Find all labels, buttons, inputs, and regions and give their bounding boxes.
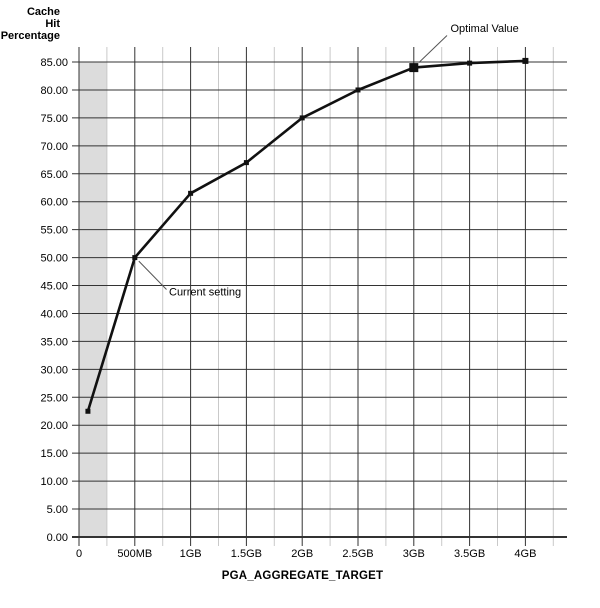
x-tick-label: 3GB (403, 548, 425, 560)
data-point-marker (299, 115, 305, 121)
y-tick-label: 25.00 (40, 392, 68, 404)
x-tick-label: 500MB (117, 548, 152, 560)
data-point-marker (188, 190, 194, 196)
y-tick-label: 20.00 (40, 420, 68, 432)
x-tick-label: 3.5GB (454, 548, 485, 560)
annotation-label-current-setting: Current setting (169, 287, 241, 299)
data-point-marker (243, 160, 249, 166)
x-tick-label: 4GB (514, 548, 536, 560)
y-tick-label: 85.00 (40, 57, 68, 69)
annotation-leader-optimal-value (418, 35, 448, 63)
y-tick-label: 45.00 (40, 281, 68, 293)
y-tick-label: 70.00 (40, 141, 68, 153)
y-tick-label: 0.00 (47, 532, 68, 544)
x-tick-label: 2GB (291, 548, 313, 560)
y-tick-label: 60.00 (40, 197, 68, 209)
y-tick-label: 15.00 (40, 448, 68, 460)
annotation-leader-current-setting (138, 260, 167, 290)
y-axis-title-line3: Percentage (0, 30, 60, 42)
x-tick-label: 1GB (180, 548, 202, 560)
data-point-marker (85, 408, 91, 414)
x-tick-label: 1.5GB (231, 548, 262, 560)
y-tick-label: 10.00 (40, 476, 68, 488)
y-tick-label: 40.00 (40, 308, 68, 320)
data-point-marker (467, 60, 473, 66)
y-axis-title: Cache Hit Percentage (0, 6, 60, 42)
x-tick-label: 2.5GB (342, 548, 373, 560)
data-line (86, 59, 527, 413)
optimal-point-marker (409, 63, 419, 73)
y-tick-label: 55.00 (40, 225, 68, 237)
y-tick-label: 35.00 (40, 336, 68, 348)
x-axis-title: PGA_AGGREGATE_TARGET (221, 570, 384, 582)
shaded-region (79, 62, 107, 538)
x-tick-label: 0 (76, 548, 82, 560)
y-tick-label: 5.00 (47, 504, 68, 516)
y-tick-label: 30.00 (40, 364, 68, 376)
data-point-marker (355, 87, 361, 93)
y-axis-title-line1: Cache (26, 6, 60, 18)
data-point-marker (522, 57, 529, 64)
annotation-label-optimal-value: Optimal Value (451, 23, 519, 35)
y-tick-label: 80.00 (40, 85, 68, 97)
y-tick-label: 75.00 (40, 113, 68, 125)
y-tick-label: 65.00 (40, 169, 68, 181)
data-point-marker (132, 255, 138, 261)
y-tick-label: 50.00 (40, 253, 68, 265)
y-axis-title-line2: Hit (45, 18, 60, 30)
